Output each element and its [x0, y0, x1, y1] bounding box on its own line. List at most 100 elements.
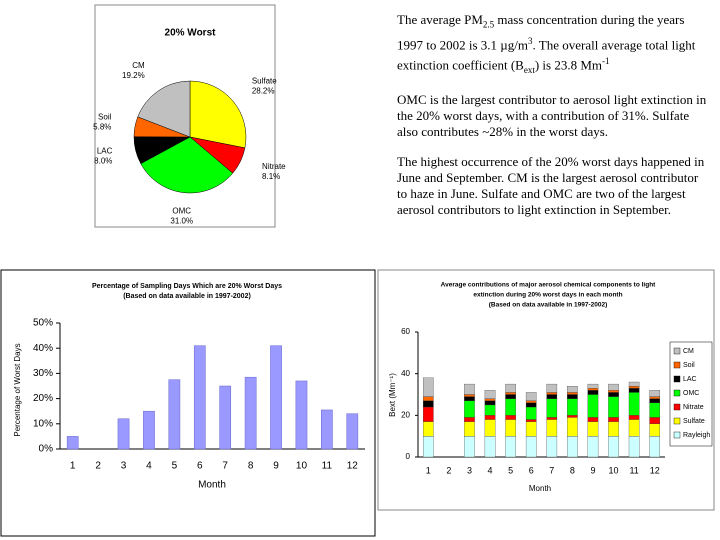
bar — [346, 413, 359, 450]
bar-segment — [525, 400, 537, 403]
bar-segment — [649, 390, 661, 397]
bar-segment — [567, 417, 578, 437]
legend-label: Soil — [683, 362, 695, 369]
bar-segment — [422, 400, 434, 408]
bar-segment — [505, 392, 516, 395]
bar-segment — [546, 436, 558, 458]
bar-segment — [587, 421, 599, 437]
x-tick-label: 3 — [467, 465, 472, 475]
bar-segment — [608, 436, 619, 458]
bar-segment — [505, 415, 516, 420]
bar-segment — [525, 392, 537, 401]
bar-segment — [649, 398, 661, 403]
x-tick-label: 4 — [146, 461, 152, 472]
legend-label: CM — [683, 348, 694, 355]
bar-segment — [649, 402, 661, 418]
chart-title: extinction during 20% worst days in each… — [473, 292, 622, 299]
bar — [295, 380, 308, 450]
bar-segment — [628, 436, 640, 458]
paragraph: The highest occurrence of the 20% worst … — [397, 154, 709, 218]
x-axis-label: Month — [198, 480, 226, 491]
y-tick-label: 20 — [401, 410, 410, 419]
text-run: . The overall average total light extinc… — [397, 36, 696, 73]
x-tick-label: 10 — [609, 465, 619, 475]
y-tick-label: 60 — [401, 327, 410, 336]
y-axis-label: Percentage of Worst Days — [13, 343, 22, 436]
bar-segment — [587, 394, 599, 418]
y-tick-label: 20% — [33, 393, 53, 404]
slice-value: 5.8% — [93, 122, 111, 131]
bar-segment — [649, 436, 661, 458]
x-tick-label: 12 — [347, 461, 359, 472]
bar-segment — [505, 398, 516, 416]
slice-label: Sulfate — [252, 76, 277, 85]
bar — [66, 436, 79, 450]
bar-segment — [525, 406, 537, 420]
bar-segment — [587, 417, 599, 422]
slice-label: OMC — [172, 207, 191, 216]
legend-swatch — [673, 361, 681, 369]
bar-segment — [608, 392, 619, 397]
x-tick-label: 9 — [590, 465, 595, 475]
bar-segment — [608, 417, 619, 422]
x-tick-label: 10 — [296, 461, 308, 472]
bar — [219, 385, 232, 450]
y-tick-label: 40% — [33, 343, 53, 354]
x-tick-label: 7 — [549, 465, 554, 475]
x-tick-label: 8 — [570, 465, 575, 475]
slice-label: Nitrate — [262, 162, 286, 171]
slice-label: CM — [132, 61, 145, 70]
bar-segment — [649, 423, 661, 437]
chart-title: 20% Worst — [165, 28, 217, 39]
bar-segment — [505, 394, 516, 399]
x-tick-label: 12 — [650, 465, 660, 475]
pie-slice — [189, 80, 247, 149]
bar-segment — [587, 388, 599, 391]
slice-value: 31.0% — [170, 217, 193, 226]
bar — [244, 376, 257, 450]
x-tick-label: 2 — [95, 461, 101, 472]
bar-segment — [587, 390, 599, 395]
paragraph: The average PM2.5 mass concentration dur… — [397, 12, 709, 78]
bar-segment — [484, 404, 496, 416]
bar-segment — [484, 419, 496, 437]
text-run: mass concentration during the years 1997… — [397, 12, 685, 52]
slice-label: Soil — [98, 112, 112, 121]
legend-label: LAC — [683, 376, 697, 383]
y-tick-label: 50% — [33, 318, 53, 329]
y-tick-label: 10% — [33, 418, 53, 429]
bar-segment — [608, 421, 619, 437]
pie-frame — [94, 4, 276, 228]
bar-segment — [525, 436, 537, 458]
pie-slice — [140, 136, 234, 194]
bar-segment — [649, 396, 661, 399]
bar-segment — [505, 383, 516, 393]
legend-label: OMC — [683, 390, 699, 397]
x-tick-label: 3 — [121, 461, 127, 472]
bar-segment — [422, 377, 434, 397]
slice-value: 28.2% — [252, 86, 275, 95]
bar-segment — [484, 415, 496, 420]
bar-segment — [628, 415, 640, 420]
bar-segment — [464, 436, 475, 458]
bar-segment — [422, 421, 434, 437]
bar-segment — [464, 421, 475, 437]
bar — [143, 410, 155, 450]
bar-segment — [567, 415, 578, 418]
bar-segment — [525, 419, 537, 422]
legend-swatch — [673, 431, 681, 439]
x-tick-label: 2 — [446, 465, 451, 475]
bar-segment — [464, 394, 475, 397]
bar-segment — [546, 398, 558, 418]
bar-segment — [422, 396, 434, 401]
notes: The average PM2.5 mass concentration dur… — [397, 12, 709, 232]
bar-segment — [628, 386, 640, 389]
x-tick-label: 1 — [70, 461, 76, 472]
x-tick-label: 7 — [222, 461, 228, 472]
pie-slice — [137, 80, 191, 138]
bar-segment — [608, 390, 619, 393]
bar — [270, 345, 282, 450]
x-tick-label: 11 — [322, 461, 333, 472]
paragraph: OMC is the largest contributor to aeroso… — [397, 92, 709, 140]
